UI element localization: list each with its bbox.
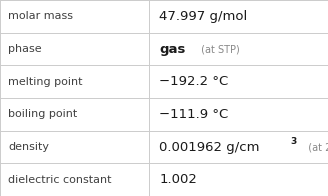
Text: boiling point: boiling point [8, 109, 77, 119]
Text: dielectric constant: dielectric constant [8, 175, 112, 185]
Text: 0.001962 g/cm: 0.001962 g/cm [159, 141, 259, 153]
Text: gas: gas [159, 43, 185, 55]
Text: (at 25 °C): (at 25 °C) [302, 142, 328, 152]
Text: density: density [8, 142, 49, 152]
Text: −111.9 °C: −111.9 °C [159, 108, 228, 121]
Text: −192.2 °C: −192.2 °C [159, 75, 228, 88]
Text: (at STP): (at STP) [198, 44, 240, 54]
Text: 47.997 g/mol: 47.997 g/mol [159, 10, 247, 23]
Text: melting point: melting point [8, 77, 83, 87]
Text: 3: 3 [290, 137, 297, 146]
Text: phase: phase [8, 44, 42, 54]
Text: molar mass: molar mass [8, 11, 73, 21]
Text: 1.002: 1.002 [159, 173, 197, 186]
